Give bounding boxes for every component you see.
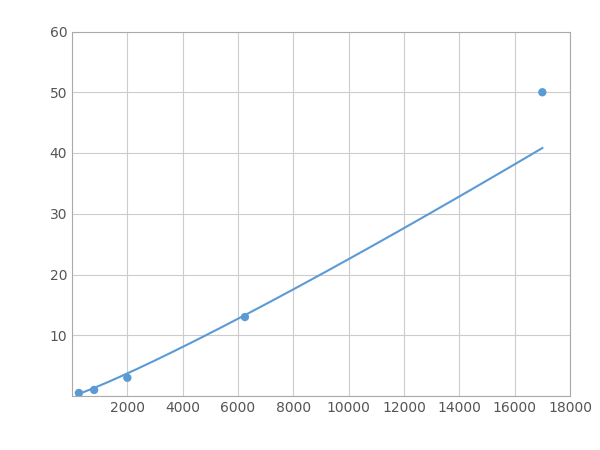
Point bbox=[74, 389, 84, 396]
Point bbox=[89, 386, 99, 393]
Point bbox=[538, 89, 547, 96]
Point bbox=[122, 374, 132, 382]
Point bbox=[240, 313, 250, 320]
